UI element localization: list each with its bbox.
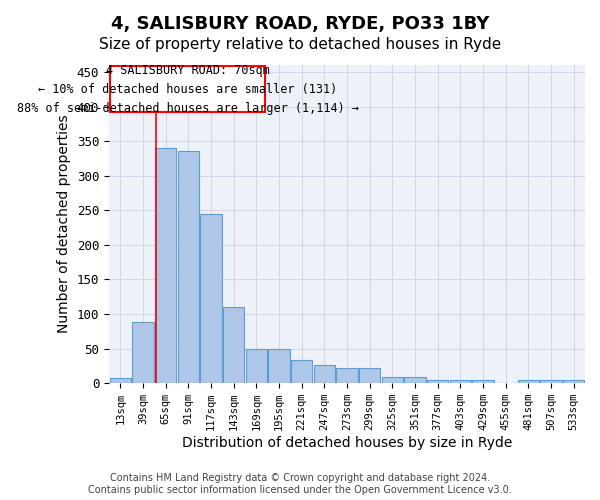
FancyBboxPatch shape (110, 66, 265, 112)
Bar (245, 348, 267, 383)
Bar (178, 152, 199, 383)
Bar (382, 377, 403, 383)
Bar (518, 380, 539, 383)
Bar (472, 380, 494, 383)
Y-axis label: Number of detached properties: Number of detached properties (57, 115, 71, 334)
Bar (336, 368, 358, 383)
Text: Contains HM Land Registry data © Crown copyright and database right 2024.
Contai: Contains HM Land Registry data © Crown c… (88, 474, 512, 495)
Bar (110, 378, 131, 383)
Bar (200, 214, 222, 383)
Bar (268, 348, 290, 383)
X-axis label: Distribution of detached houses by size in Ryde: Distribution of detached houses by size … (182, 436, 512, 450)
Bar (132, 322, 154, 383)
Bar (449, 380, 471, 383)
Text: 4, SALISBURY ROAD, RYDE, PO33 1BY: 4, SALISBURY ROAD, RYDE, PO33 1BY (111, 15, 489, 33)
Text: Size of property relative to detached houses in Ryde: Size of property relative to detached ho… (99, 38, 501, 52)
Bar (223, 307, 244, 383)
Bar (314, 364, 335, 383)
Bar (427, 380, 448, 383)
Bar (540, 380, 562, 383)
Bar (404, 377, 426, 383)
Bar (359, 368, 380, 383)
Text: 4 SALISBURY ROAD: 70sqm
← 10% of detached houses are smaller (131)
88% of semi-d: 4 SALISBURY ROAD: 70sqm ← 10% of detache… (17, 64, 359, 114)
Bar (291, 360, 313, 383)
Bar (155, 148, 176, 383)
Bar (563, 380, 584, 383)
